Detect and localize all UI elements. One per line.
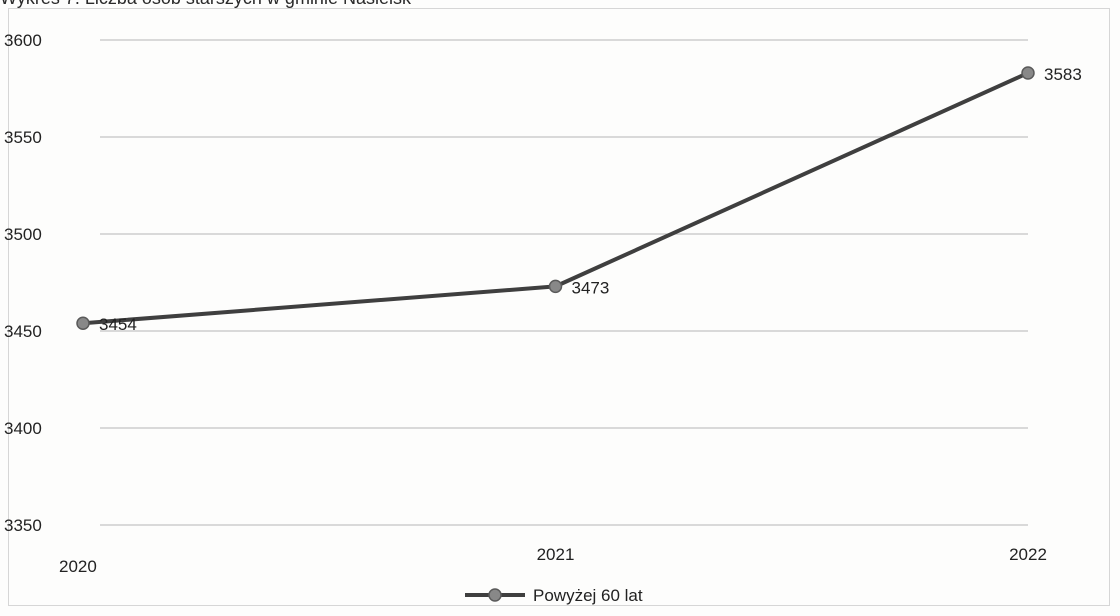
chart-title: Wykres 7. Liczba osób starszych w gminie… [0,0,411,9]
legend-marker [488,588,502,602]
x-tick-label: 2021 [537,545,575,564]
data-label: 3583 [1044,65,1082,84]
legend: Powyżej 60 lat [465,586,643,605]
series-layer: 3454 3473 3583 [76,65,1082,334]
data-label: 3473 [572,278,610,297]
y-tick-label: 3350 [4,516,42,535]
data-label: 3454 [99,315,137,334]
x-axis: 2020 2021 2022 [59,545,1047,576]
gridlines [100,39,1028,526]
data-point [548,279,563,294]
y-tick-label: 3400 [4,419,42,438]
data-point [76,316,90,330]
y-tick-label: 3450 [4,322,42,341]
y-tick-label: 3550 [4,128,42,147]
y-tick-label: 3600 [4,31,42,50]
x-tick-label: 2022 [1009,545,1047,564]
legend-label: Powyżej 60 lat [533,586,643,605]
y-tick-label: 3500 [4,225,42,244]
data-point [1021,66,1035,80]
y-axis: 3350 3400 3450 3500 3550 3600 [4,31,42,535]
x-tick-label: 2020 [59,557,97,576]
